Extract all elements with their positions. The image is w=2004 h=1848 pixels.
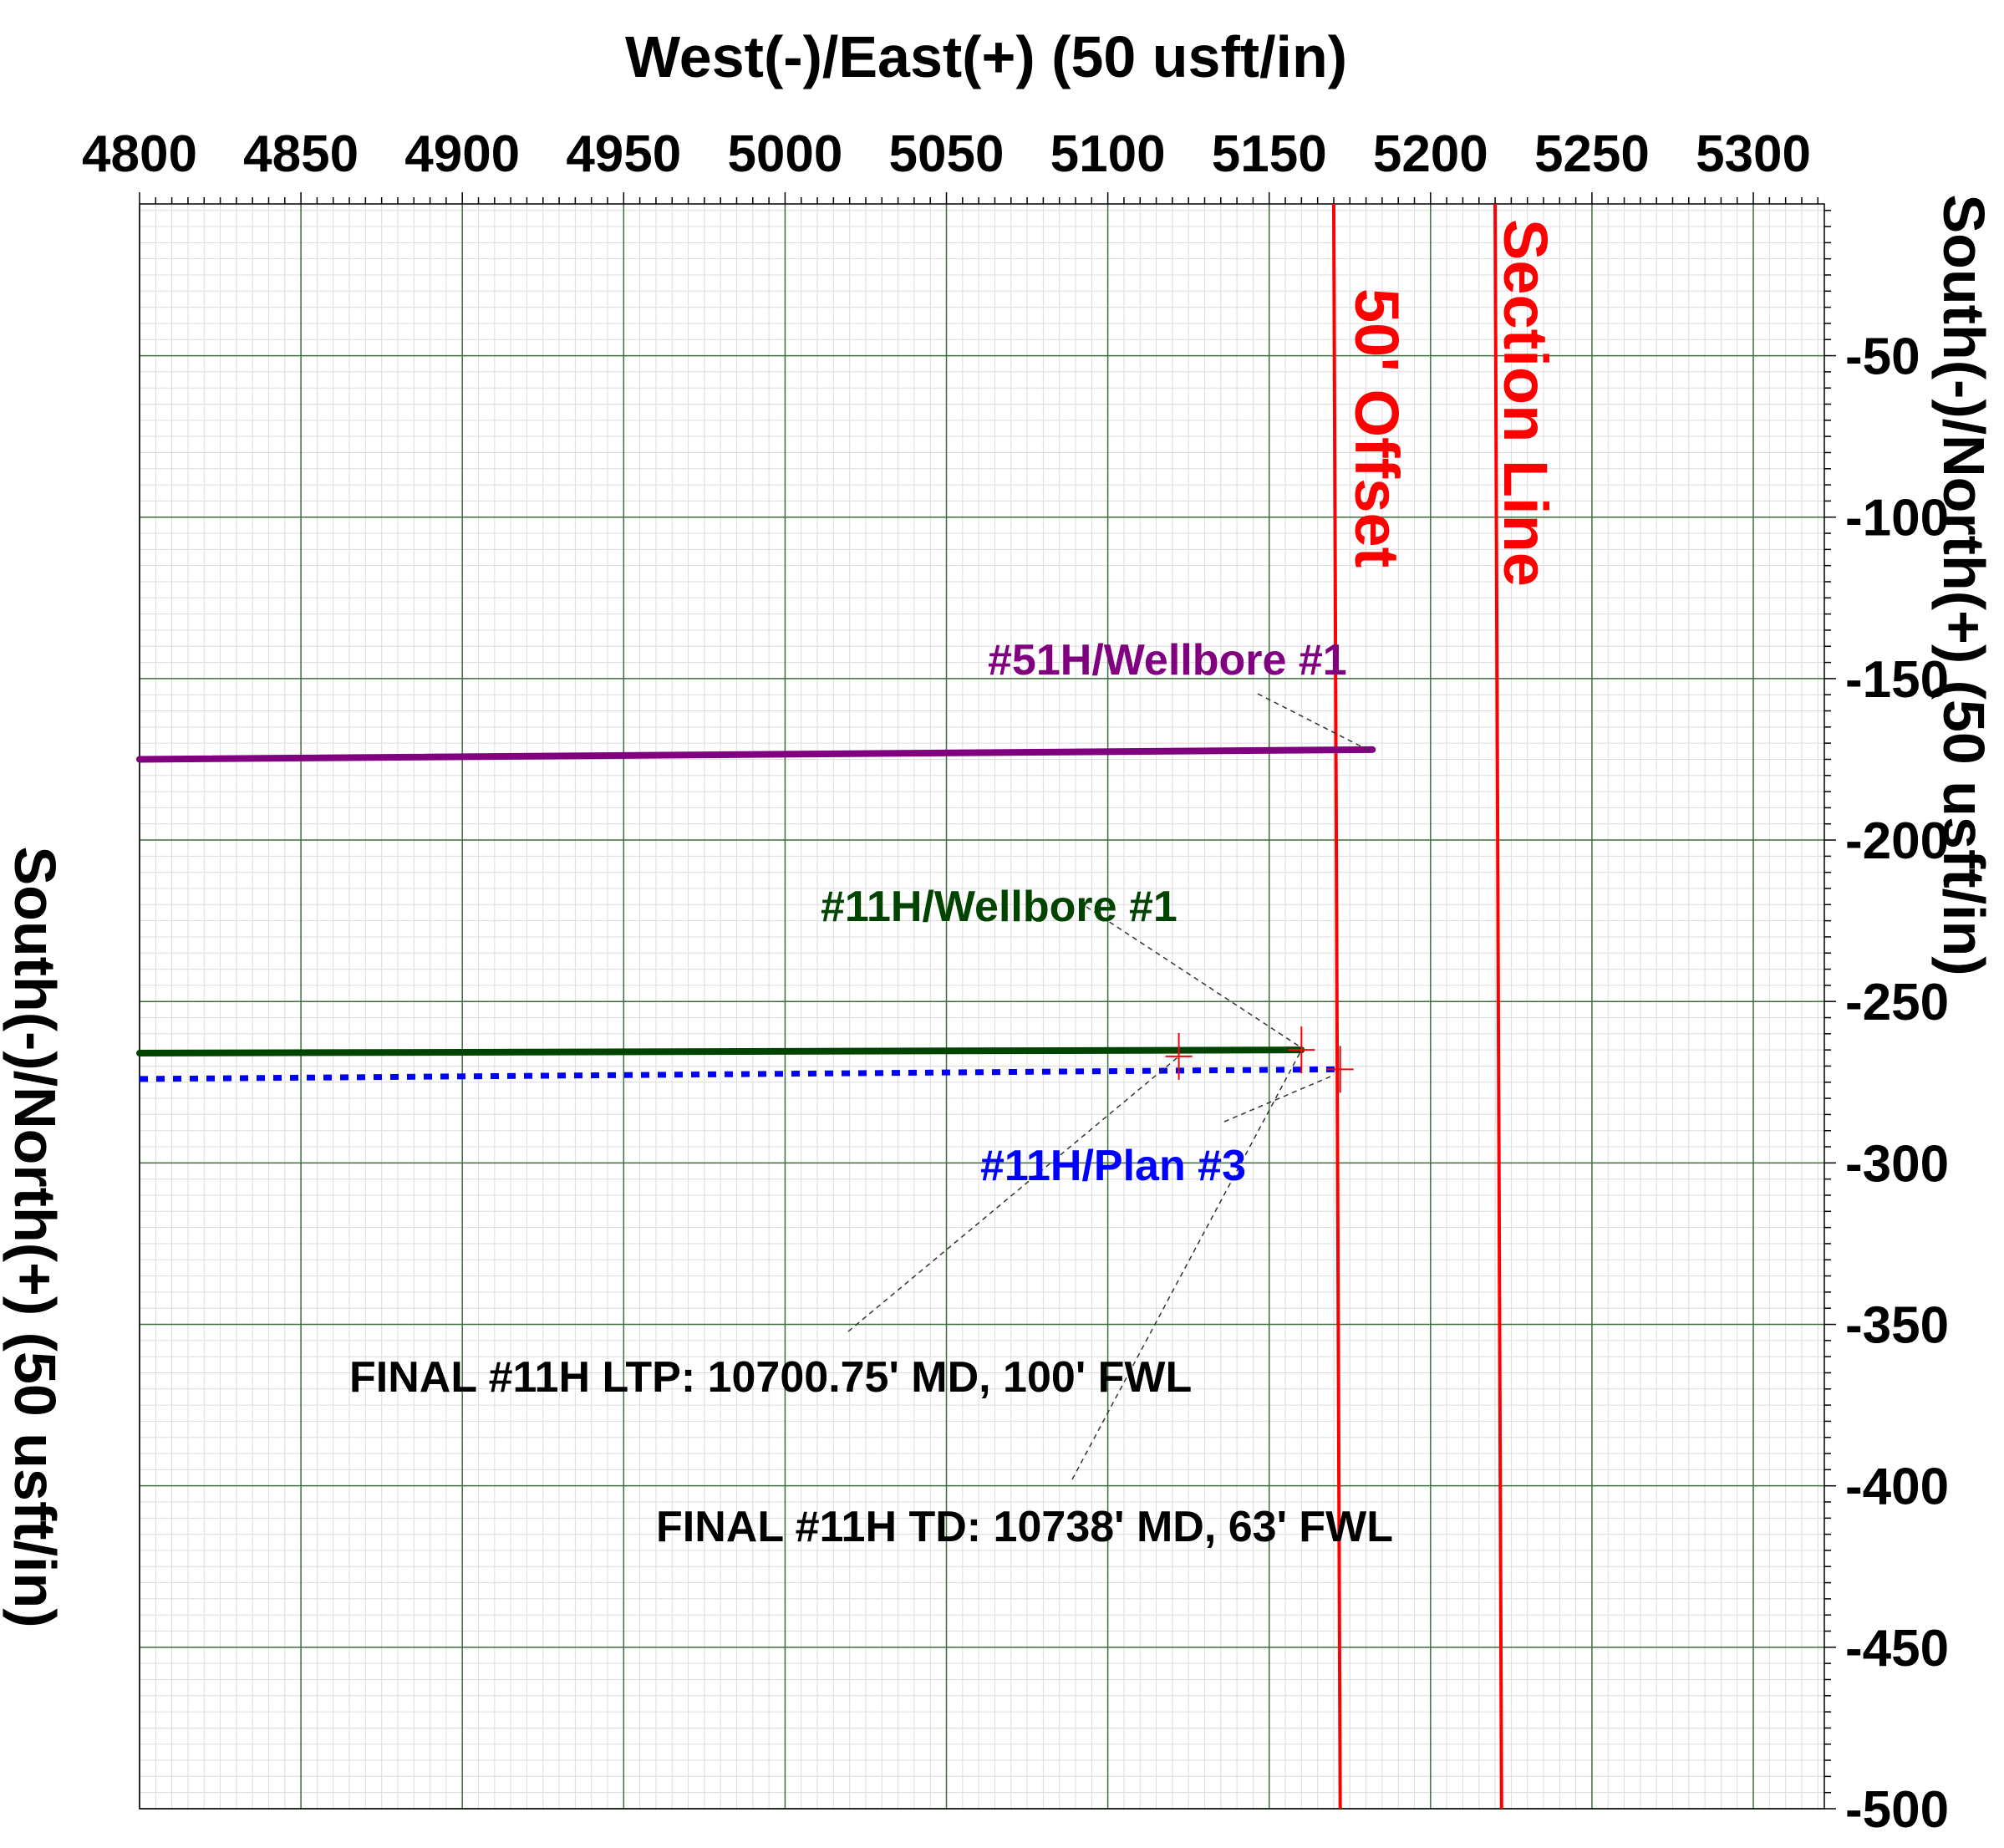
leader-line [1071,1049,1303,1480]
x-tick-label: 5000 [727,125,842,183]
section-line-label: Section Line [1491,219,1560,587]
y-tick-label: -100 [1845,490,1949,547]
y-tick-label: -450 [1845,1620,1949,1677]
series-label-11h-wellbore: #11H/Wellbore #1 [821,883,1177,931]
offset-line [1331,203,1342,1810]
annotation-td: FINAL #11H TD: 10738' MD, 63' FWL [656,1503,1393,1551]
y-tick-label: -200 [1845,812,1949,870]
y-tick-label: -300 [1845,1135,1949,1193]
x-tick-label: 5300 [1696,125,1811,183]
y-tick-label: -350 [1845,1297,1949,1355]
section-line [1493,203,1503,1810]
y-axis-title-right: South(-)/North(+) (50 usft/in) [1931,194,1996,975]
x-tick-label: 4800 [82,125,197,183]
marker-crosshair [1288,1026,1315,1074]
boundary-lines [1331,203,1503,1810]
series-label-51h-wellbore: #51H/Wellbore #1 [988,636,1347,685]
y-tick-label: -400 [1845,1459,1949,1516]
y-tick-label: -250 [1845,974,1949,1031]
x-tick-label: 4900 [404,125,520,183]
tick-marks [139,192,1836,1810]
offset-line-label: 50' Offset [1342,288,1411,568]
leader-lines [847,693,1368,1480]
marker-crosshair [1326,1046,1354,1093]
x-tick-label: 4850 [243,125,359,183]
annotation-ltp: FINAL #11H LTP: 10700.75' MD, 100' FWL [349,1353,1192,1402]
series-layer [136,746,1376,1082]
markers [1165,1026,1354,1093]
x-tick-label: 5050 [889,125,1005,183]
series-label-11h-plan: #11H/Plan #3 [980,1142,1246,1190]
y-tick-labels: -50 -100 -150 -200 -250 -300 -350 -400 -450 -500 [1845,328,1949,1839]
leader-line [1257,693,1368,751]
x-tick-labels: 4800 4850 4900 4950 5000 5050 5100 5150 5200 5250… [82,125,1811,183]
minor-grid [140,204,1824,1809]
plot-frame [139,203,1825,1810]
marker-crosshair [1165,1032,1193,1080]
series-line-11h-wellbore [136,1046,1305,1057]
y-tick-label: -50 [1845,328,1920,386]
x-tick-label: 4950 [566,125,681,183]
y-axis-title-left: South(-)/North(+) (50 usft/in) [3,846,68,1627]
x-tick-label: 5100 [1050,125,1166,183]
series-line-51h-wellbore [136,746,1376,763]
leader-line [1223,1075,1332,1123]
x-axis-title: West(-)/East(+) (50 usft/in) [625,24,1347,89]
x-tick-label: 5150 [1212,125,1327,183]
x-tick-label: 5200 [1373,125,1488,183]
x-tick-label: 5250 [1534,125,1650,183]
leader-line [847,1056,1180,1332]
y-tick-label: -150 [1845,651,1949,709]
y-tick-label: -500 [1845,1781,1949,1839]
leader-line [1086,906,1305,1051]
